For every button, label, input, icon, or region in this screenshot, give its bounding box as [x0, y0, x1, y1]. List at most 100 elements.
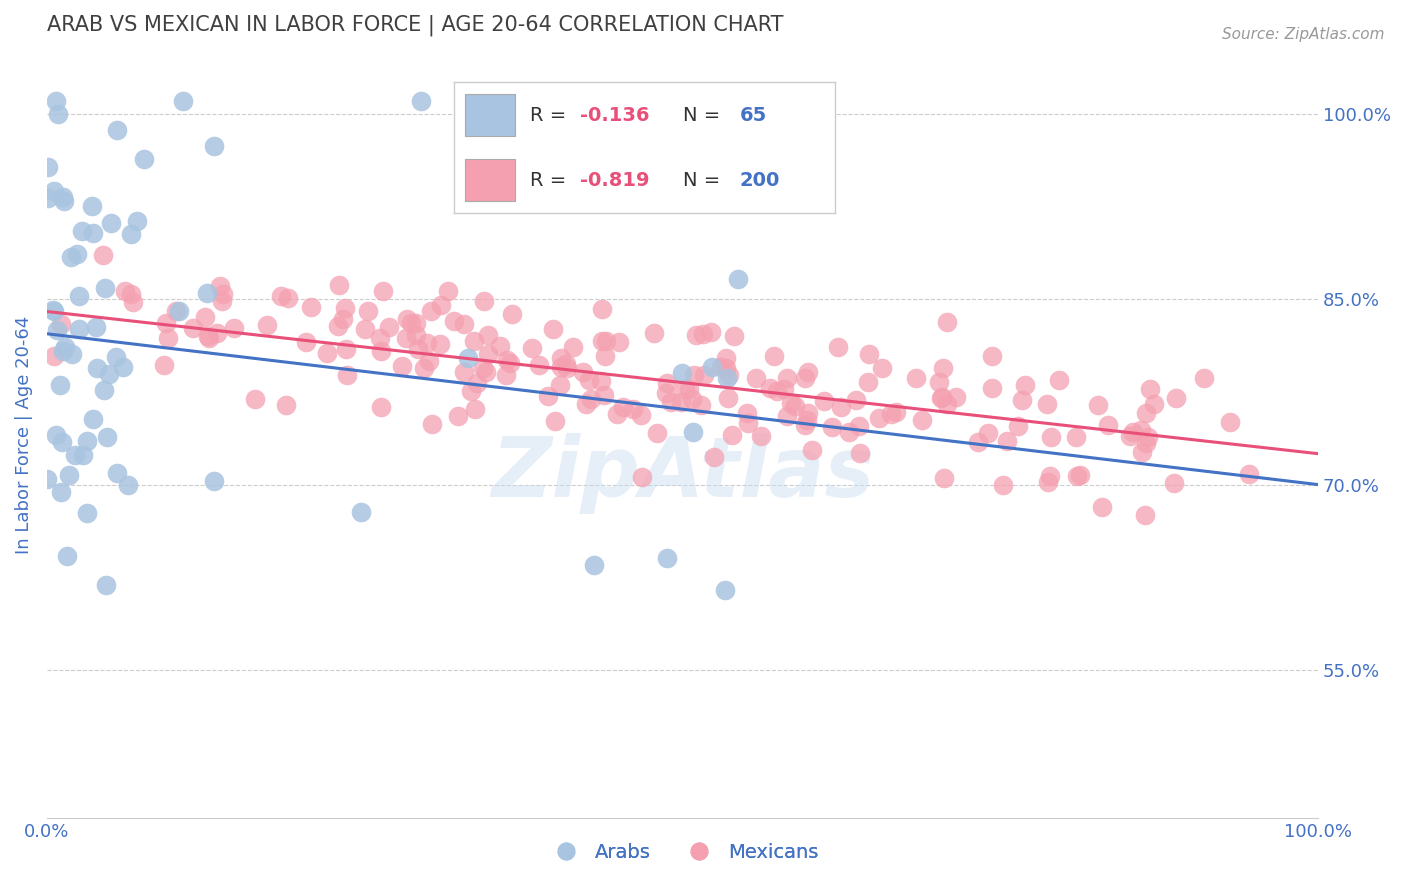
Point	[97, 368, 120, 382]
Point	[274, 398, 297, 412]
Point	[429, 337, 451, 351]
Point	[464, 401, 486, 416]
Point	[716, 360, 738, 375]
Point	[197, 286, 219, 301]
Point	[848, 418, 870, 433]
Point	[591, 334, 613, 348]
Point	[966, 435, 988, 450]
Point	[501, 307, 523, 321]
Point	[299, 300, 322, 314]
Point	[1143, 397, 1166, 411]
Point	[1007, 418, 1029, 433]
Point	[714, 583, 737, 598]
Point	[294, 334, 316, 349]
Point	[46, 106, 69, 120]
Point	[51, 434, 73, 449]
Point	[995, 434, 1018, 448]
Point	[157, 331, 180, 345]
Point	[727, 272, 749, 286]
Point	[1064, 430, 1087, 444]
Point	[550, 359, 572, 374]
Point	[65, 448, 87, 462]
Point	[718, 368, 741, 382]
Point	[45, 428, 67, 442]
Point	[112, 360, 135, 375]
Point	[1069, 468, 1091, 483]
Point	[591, 302, 613, 317]
Point	[49, 317, 72, 331]
Point	[710, 359, 733, 374]
Point	[371, 284, 394, 298]
Point	[132, 152, 155, 166]
Point	[94, 577, 117, 591]
Point	[80, 199, 103, 213]
Point	[991, 478, 1014, 492]
Point	[222, 321, 245, 335]
Point	[477, 327, 499, 342]
Point	[489, 338, 512, 352]
Point	[578, 372, 600, 386]
Point	[630, 469, 652, 483]
Point	[122, 295, 145, 310]
Point	[411, 95, 433, 109]
Point	[976, 425, 998, 440]
Point	[453, 317, 475, 331]
Point	[749, 429, 772, 443]
Point	[827, 340, 849, 354]
Text: Source: ZipAtlas.com: Source: ZipAtlas.com	[1222, 27, 1385, 42]
Point	[205, 326, 228, 341]
Point	[813, 393, 835, 408]
Point	[67, 322, 90, 336]
Point	[797, 407, 820, 421]
Point	[211, 287, 233, 301]
Point	[1014, 378, 1036, 392]
Point	[391, 359, 413, 374]
Point	[541, 322, 564, 336]
Point	[93, 383, 115, 397]
Point	[463, 334, 485, 349]
Point	[169, 303, 191, 318]
Point	[571, 365, 593, 379]
Point	[935, 315, 957, 329]
Point	[152, 359, 174, 373]
Point	[797, 365, 820, 379]
Point	[416, 335, 439, 350]
Point	[682, 425, 704, 439]
Point	[1066, 468, 1088, 483]
Point	[655, 386, 678, 401]
Point	[211, 293, 233, 308]
Point	[575, 397, 598, 411]
Point	[1087, 398, 1109, 412]
Point	[673, 383, 696, 397]
Point	[413, 360, 436, 375]
Point	[172, 95, 194, 109]
Point	[700, 325, 723, 339]
Point	[606, 407, 628, 421]
Point	[93, 248, 115, 262]
Point	[659, 395, 682, 409]
Point	[197, 329, 219, 343]
Point	[460, 384, 482, 399]
Point	[496, 352, 519, 367]
Point	[368, 331, 391, 345]
Point	[104, 350, 127, 364]
Point	[1040, 430, 1063, 444]
Point	[737, 416, 759, 430]
Point	[82, 412, 104, 426]
Point	[42, 184, 65, 198]
Point	[60, 250, 83, 264]
Point	[60, 347, 83, 361]
Point	[209, 278, 232, 293]
Point	[45, 95, 67, 109]
Point	[326, 319, 349, 334]
Point	[671, 366, 693, 380]
Point	[1130, 423, 1153, 437]
Point	[981, 350, 1004, 364]
Point	[522, 341, 544, 355]
Point	[554, 358, 576, 372]
Point	[945, 390, 967, 404]
Point	[645, 425, 668, 440]
Point	[716, 370, 738, 384]
Point	[1135, 435, 1157, 450]
Point	[82, 226, 104, 240]
